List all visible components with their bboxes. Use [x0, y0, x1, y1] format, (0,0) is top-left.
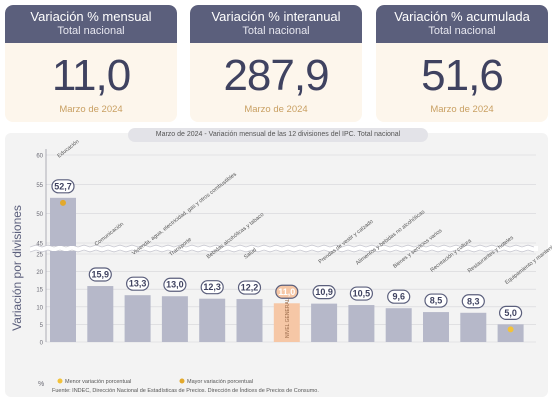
value-badge: [499, 305, 523, 320]
y-axis-label: Variación por divisiones: [10, 205, 24, 331]
y-tick-label: 45: [36, 242, 43, 248]
legend-entry: Mayor variación porcentual: [187, 379, 253, 385]
card-title: Variación % mensual: [30, 9, 152, 24]
y-tick-label: 10: [36, 305, 43, 311]
data-label: 9,6: [392, 292, 405, 302]
category-label: Restaurantes y hoteles: [467, 235, 515, 275]
bar: [497, 324, 524, 342]
legend-entry: Menor variación porcentual: [65, 379, 131, 385]
category-label: Educación: [57, 139, 81, 160]
axis-break-band: [30, 246, 538, 251]
y-tick-label: 50: [36, 212, 43, 218]
data-label: 52,7: [54, 181, 72, 191]
y-tick-label: 25: [36, 253, 43, 259]
card-value: 11,0: [51, 51, 131, 100]
min-marker: [507, 326, 514, 333]
value-badge: [125, 276, 150, 291]
category-label: NIVEL GENERAL: [285, 298, 291, 338]
bar: [273, 303, 300, 342]
bar: [348, 305, 375, 342]
card-title: Variación % acumulada: [394, 9, 530, 24]
legend-marker: [179, 378, 185, 384]
card-title: Variación % interanual: [211, 9, 341, 24]
data-label: 8,5: [430, 296, 443, 306]
axis-break-line: [29, 244, 535, 248]
card-date: Marzo de 2024: [430, 104, 494, 115]
card-header: Variación % mensual Total nacional: [5, 5, 177, 43]
value-badge: [387, 289, 411, 304]
bar: [50, 197, 76, 246]
value-badge: [200, 280, 224, 295]
card-date: Marzo de 2024: [59, 104, 123, 115]
source-note: Fuente: INDEC, Dirección Nacional de Est…: [52, 387, 319, 394]
bar: [385, 308, 412, 342]
max-marker: [60, 199, 66, 206]
bar: [50, 251, 76, 342]
data-label: 13,0: [166, 280, 184, 290]
card-subtitle: Total nacional: [428, 25, 496, 37]
bar: [87, 286, 114, 342]
card-value: 287,9: [223, 51, 329, 100]
accumulated-variation-card: Variación % acumulada Total nacional 51,…: [376, 5, 548, 122]
y-tick-label: 20: [36, 270, 43, 276]
bar: [161, 296, 188, 342]
y-tick-label: 0: [40, 341, 44, 347]
value-badge: [424, 293, 448, 308]
value-badge: [275, 284, 299, 299]
bar: [311, 303, 338, 342]
bar: [236, 299, 263, 342]
data-label: 11,0: [278, 287, 295, 297]
yearly-variation-card: Variación % interanual Total nacional 28…: [190, 5, 362, 122]
card-date: Marzo de 2024: [244, 104, 308, 115]
value-badge: [349, 286, 373, 301]
data-label: 12,3: [203, 282, 221, 292]
data-label: 8,3: [467, 296, 480, 306]
axis-break-line: [29, 249, 535, 253]
data-label: 15,9: [92, 270, 110, 280]
y-tick-label: 5: [40, 323, 44, 329]
card-header: Variación % interanual Total nacional: [190, 5, 362, 43]
category-label: Alimentos y bebidas no alcohólicas: [355, 209, 426, 267]
y-tick-label: 55: [36, 183, 43, 189]
data-label: 13,3: [129, 279, 147, 289]
value-badge: [51, 179, 75, 194]
value-badge: [88, 267, 112, 282]
y-tick-label: 60: [36, 154, 43, 160]
value-badge: [461, 294, 485, 309]
card-subtitle: Total nacional: [57, 25, 125, 37]
bar: [460, 312, 487, 342]
data-label: 10,5: [353, 289, 371, 299]
category-label: Comunicación: [94, 221, 125, 247]
chart-title: Marzo de 2024 - Variación mensual de las…: [128, 128, 428, 142]
card-value: 51,6: [421, 51, 504, 100]
value-badge: [163, 277, 187, 292]
data-label: 5,0: [504, 308, 517, 318]
legend-marker: [57, 378, 63, 384]
monthly-variation-card: Variación % mensual Total nacional 11,0 …: [5, 5, 177, 122]
y-unit-label: %: [38, 381, 44, 388]
chart-panel: [5, 133, 548, 397]
value-badge: [237, 280, 262, 295]
category-label: Equipamiento y mantenimiento del hogar: [504, 220, 552, 286]
card-subtitle: Total nacional: [242, 25, 310, 37]
value-badge: [312, 285, 336, 300]
data-label: 10,9: [315, 287, 333, 297]
bar: [199, 298, 226, 342]
card-header: Variación % acumulada Total nacional: [376, 5, 548, 43]
bar: [423, 312, 449, 342]
y-tick-label: 15: [36, 288, 43, 294]
data-label: 12,2: [241, 283, 259, 293]
bar: [124, 295, 151, 342]
